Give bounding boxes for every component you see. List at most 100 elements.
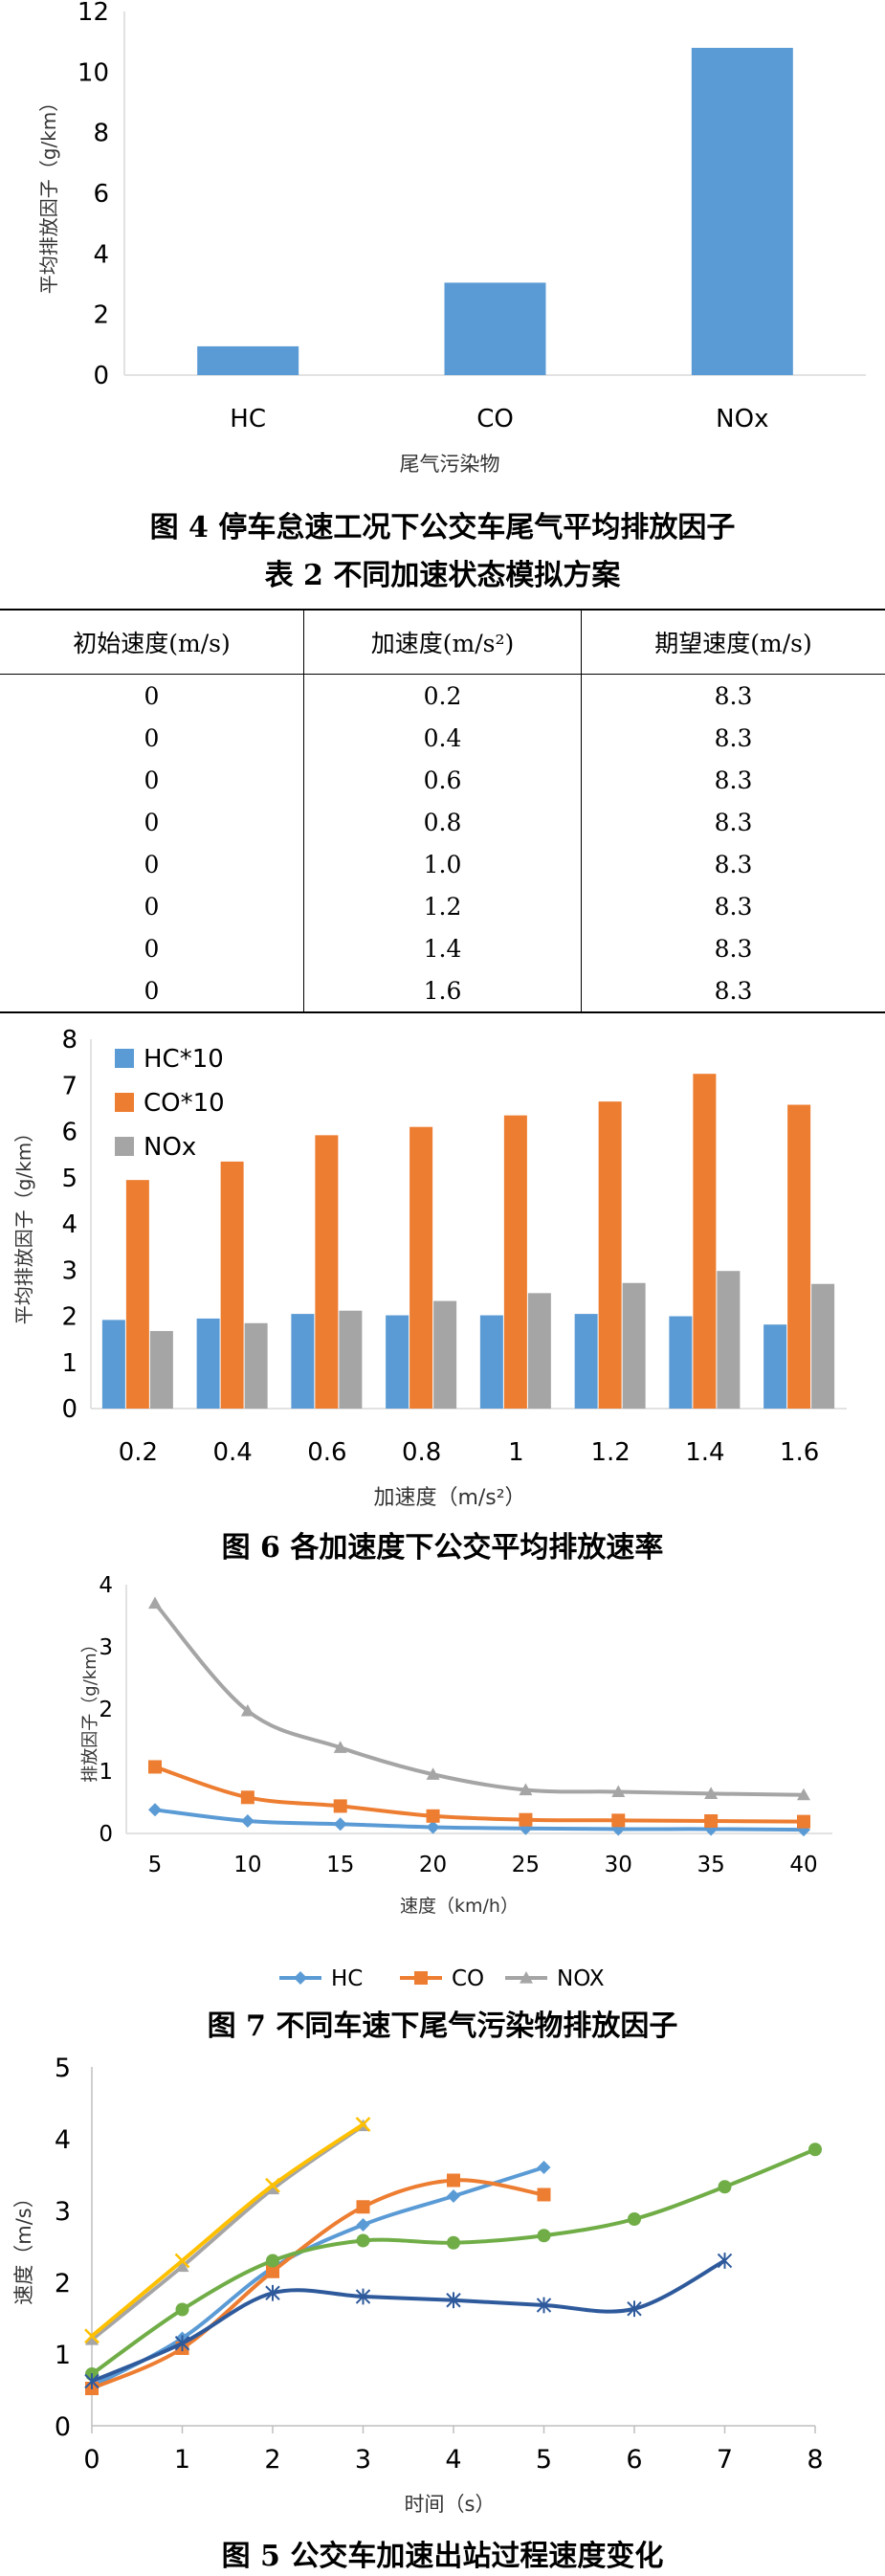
data-point [265,2177,280,2193]
header-acceleration: 加速度(m/s²) [303,609,582,675]
series-line [90,2123,365,2342]
x-tick-label: 35 [697,1853,725,1877]
y-tick-label: 2 [99,1698,113,1722]
x-tick-label: 1.4 [685,1438,724,1467]
x-tick-label: 30 [605,1853,632,1877]
data-point [797,1814,810,1829]
data-point [446,2292,461,2309]
y-axis-title: 平均排放因子（g/km） [12,1123,35,1325]
data-point [519,1783,533,1796]
bar [787,1104,811,1409]
data-point [294,1971,307,1985]
data-point [447,2235,460,2250]
data-point [175,2259,189,2273]
y-tick-label: 10 [77,58,109,87]
table2-caption: 表 2 不同加速状态模拟方案 [264,559,621,592]
x-tick-label: 20 [419,1853,447,1877]
bar [691,48,793,375]
cell-initial-speed: 0 [144,892,160,921]
x-tick-label: 10 [233,1853,261,1877]
data-point [240,1703,254,1717]
legend-swatch [115,1093,134,1112]
bar [669,1316,693,1409]
bar [598,1101,622,1409]
fig4-chart: 0 2 4 6 8 10 12 HC CO NOx 尾气污染物 平均排放因子（g/km） [37,0,866,476]
bar [101,1320,125,1409]
data-point [174,2335,190,2352]
data-point [333,1799,347,1813]
data-point [356,2233,370,2248]
x-axis-title: 尾气污染物 [400,453,500,476]
cell-target-speed: 8.3 [580,927,885,969]
data-point [537,2187,551,2202]
data-point [797,1823,810,1837]
data-point [266,2182,279,2195]
data-point [611,1813,626,1828]
data-point [174,2253,190,2269]
bar [244,1322,268,1409]
data-point [265,2284,280,2301]
bar [125,1180,149,1409]
data-point [266,2254,279,2268]
data-point [148,1596,162,1610]
y-tick-label: 2 [93,301,109,330]
bar [763,1324,787,1409]
data-point [704,1787,719,1799]
bar [149,1330,173,1409]
cell-target-speed: 8.3 [580,717,885,759]
y-tick-label: 4 [93,240,109,269]
bar [479,1315,503,1409]
data-point [704,1822,719,1836]
bar [527,1293,551,1409]
cell-initial-speed: 0 [144,808,160,836]
x-axis-title: 时间（s） [405,2493,496,2516]
y-axis-title: 速度（m/s） [12,2187,35,2304]
data-point [520,1971,533,1984]
cell-acceleration: 1.2 [303,885,582,927]
y-tick-label: 5 [61,1165,77,1193]
bar [574,1314,598,1409]
x-tick-label: 40 [789,1853,817,1877]
legend-label: CO [452,1966,484,1991]
data-point [537,2229,551,2243]
x-tick-label: 0.6 [307,1438,346,1467]
y-axis-title: 平均排放因子（g/km） [37,93,60,295]
header-initial-speed: 初始速度(m/s) [0,609,304,675]
data-point [240,1790,254,1805]
y-tick-label: 0 [93,362,109,390]
data-point [414,1971,428,1985]
cell-target-speed: 8.3 [580,801,885,843]
cell-acceleration: 0.8 [303,801,582,843]
y-tick-label: 4 [99,1573,113,1598]
bar [315,1135,339,1409]
bar [409,1126,433,1409]
data-point [85,2333,99,2345]
header-target-speed: 期望速度(m/s) [580,609,885,675]
fig7-caption: 图 7 不同车速下尾气污染物排放因子 [207,2010,678,2043]
data-point [717,2253,733,2269]
cell-target-speed: 8.3 [580,885,885,927]
data-point [84,2373,100,2389]
bar [717,1271,741,1409]
fig5-chart: 0 1 2 3 4 5 0 1 2 3 4 5 6 7 8 时间（s） 速度（m/s） [12,2054,824,2516]
cell-acceleration: 0.2 [303,674,582,717]
data-point [426,1809,440,1823]
table-row: 0 0.2 8.3 [0,674,885,717]
x-tick-label: 5 [536,2445,552,2475]
fig4-caption: 图 4 停车怠速工况下公交车尾气平均排放因子 [149,511,736,544]
y-tick-label: 6 [61,1119,77,1147]
data-point [808,2143,822,2157]
legend-label: NOx [144,1133,196,1162]
data-point [426,1820,440,1834]
table-row: 0 1.4 8.3 [0,927,885,969]
x-tick-label: 8 [807,2445,823,2475]
data-point [266,2264,279,2278]
x-tick-label: 4 [445,2445,461,2475]
x-tick-label: HC [230,405,266,433]
data-point [447,2173,460,2187]
table-header-row: 初始速度(m/s) 加速度(m/s²) 期望速度(m/s) [0,609,885,675]
y-tick-label: 2 [61,1303,77,1332]
data-point [718,2180,732,2194]
y-tick-label: 7 [61,1072,77,1100]
